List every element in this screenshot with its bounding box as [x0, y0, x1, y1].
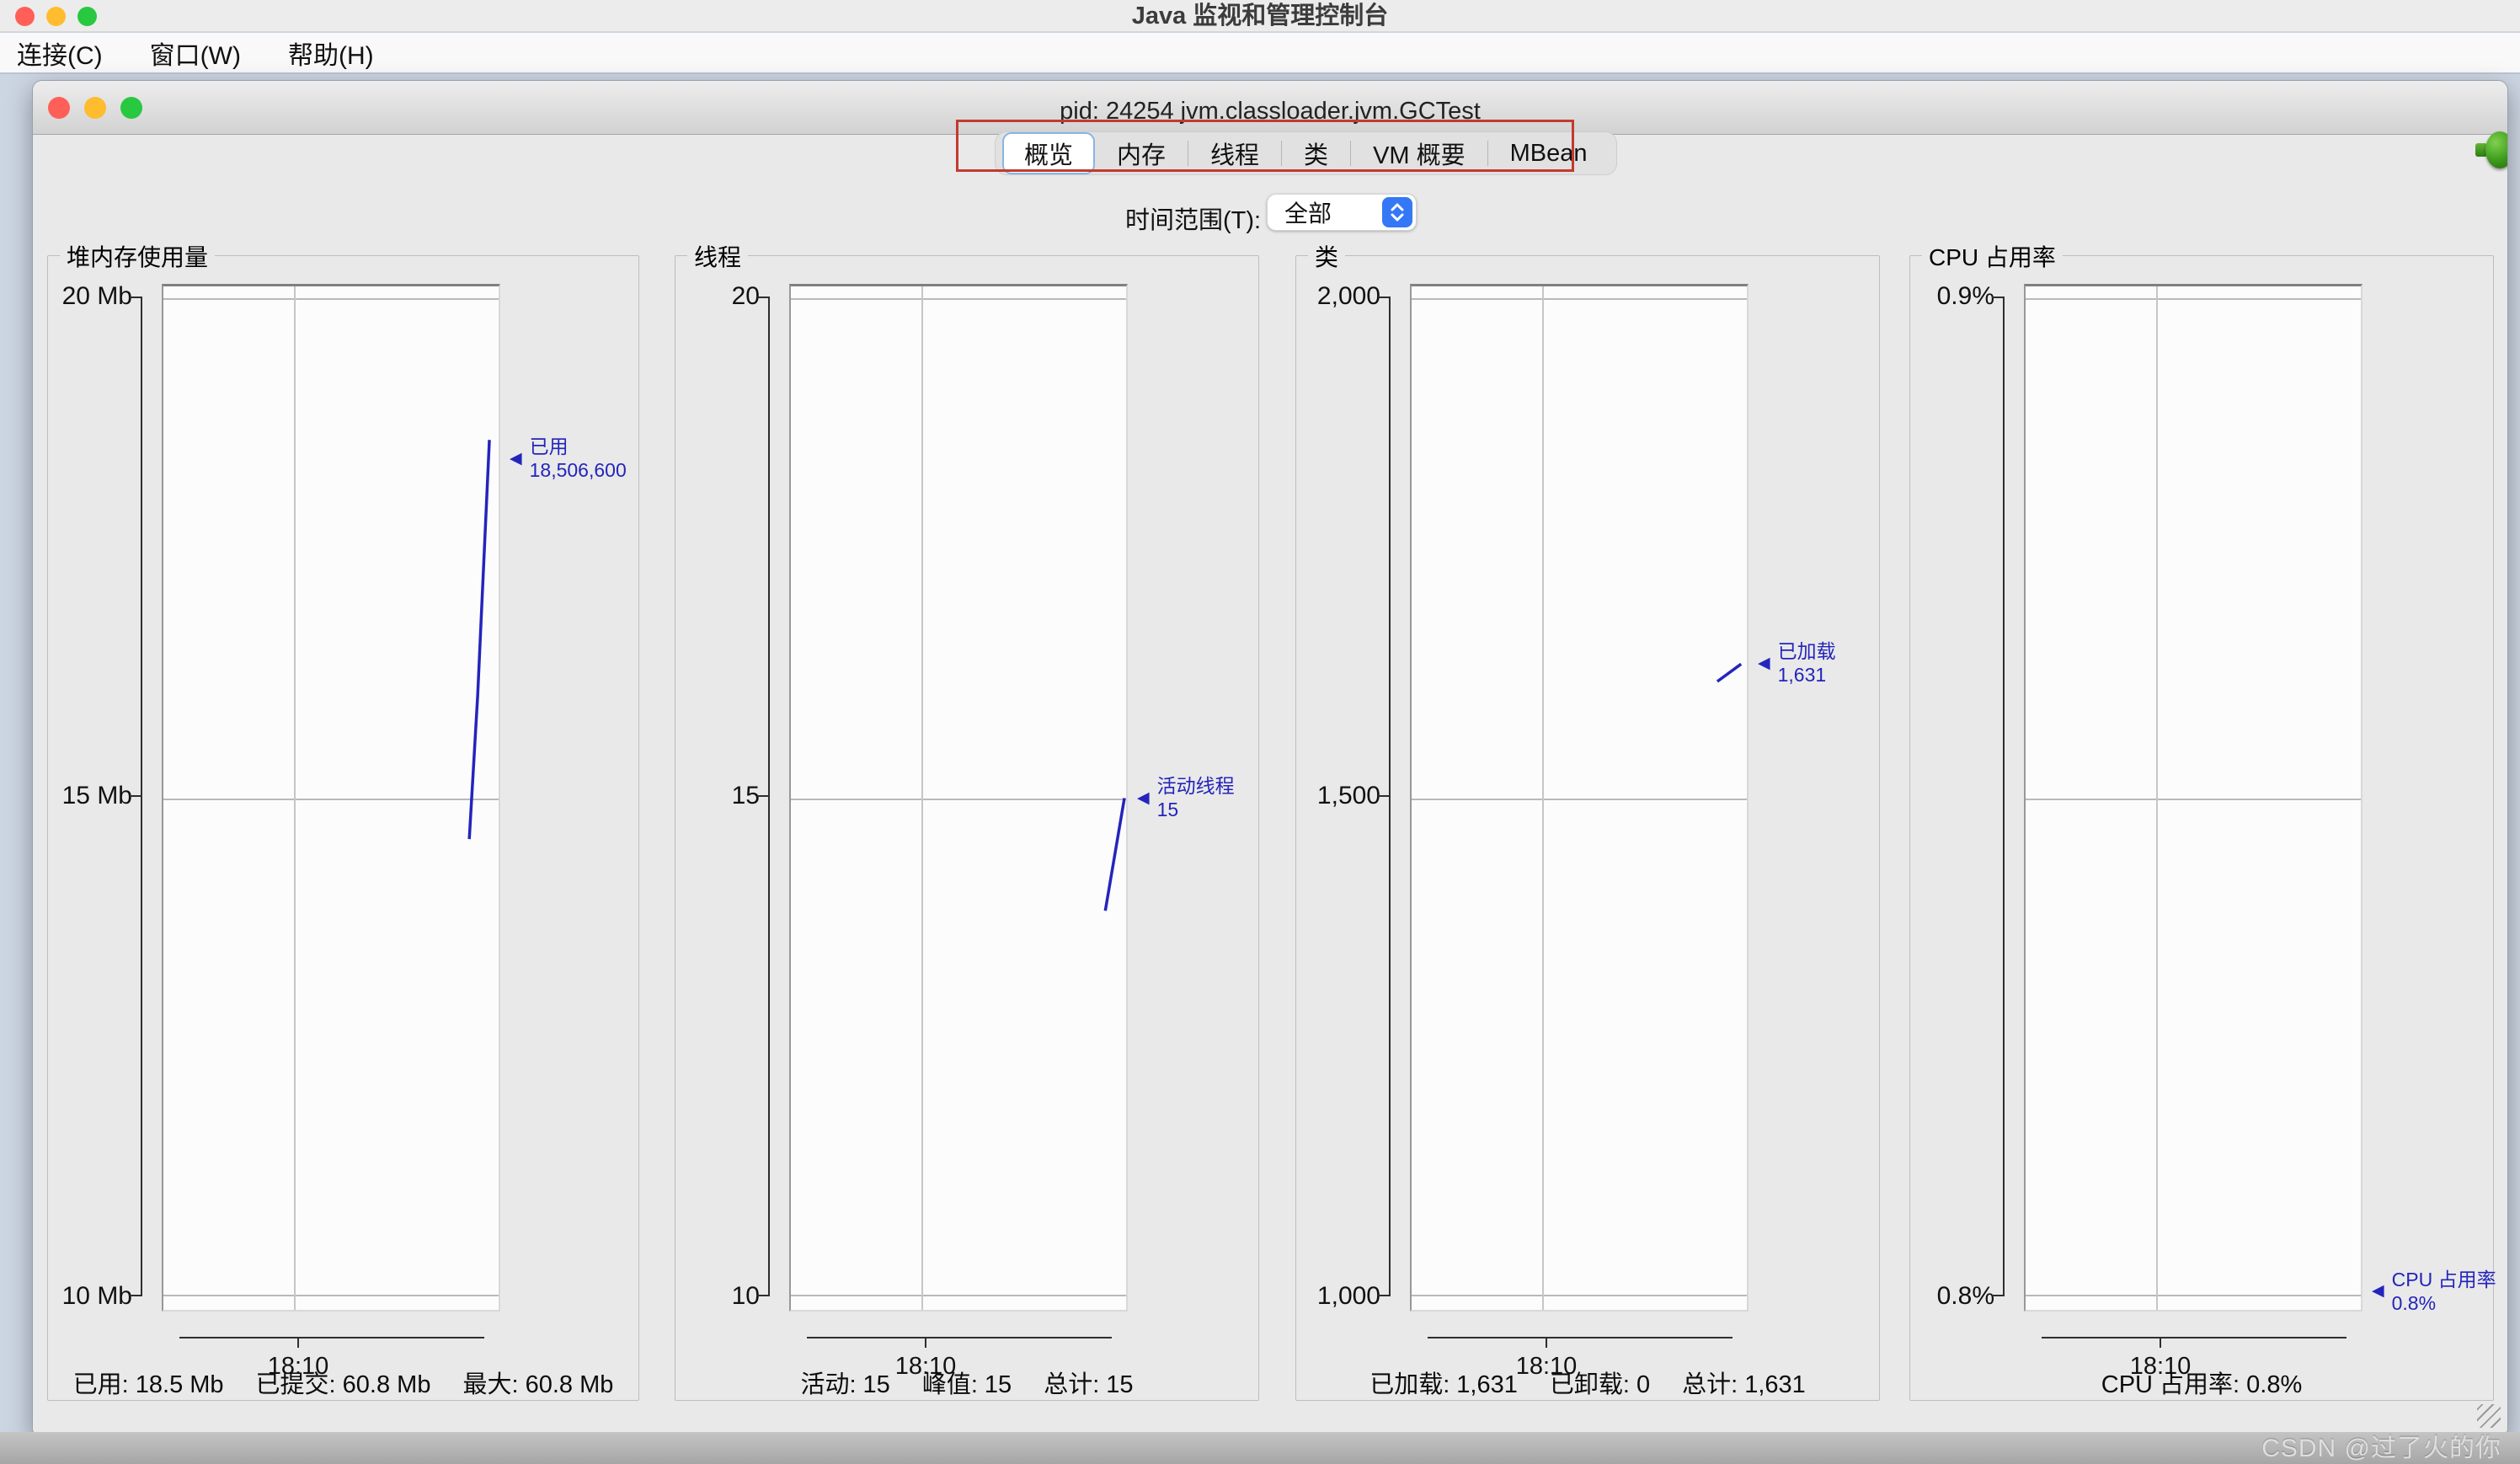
y-tick-label: 15 [731, 782, 760, 809]
y-axis [141, 297, 142, 1296]
series-line [791, 286, 1126, 1310]
menubar: 连接(C) 窗口(W) 帮助(H) [0, 33, 2520, 74]
time-range-value: 全部 [1284, 200, 1332, 227]
tab-vm-summary[interactable]: VM 概要 [1373, 142, 1466, 169]
close-button[interactable] [15, 7, 35, 26]
x-axis [179, 1337, 484, 1338]
series-annotation: ◀ 活动线程 15 [1137, 775, 1235, 820]
y-axis [2003, 297, 2005, 1296]
menu-connection[interactable]: 连接(C) [17, 41, 103, 70]
chart-plot-area [2024, 284, 2362, 1312]
window-minimize-button[interactable] [84, 97, 106, 119]
os-titlebar: Java 监视和管理控制台 [0, 0, 2520, 32]
y-tick-label: 10 Mb [61, 1282, 132, 1310]
y-tick-label: 10 [731, 1282, 760, 1310]
jconsole-window: pid: 24254 jvm.classloader.jvm.GCTest 概览… [32, 80, 2508, 1434]
tab-mbean[interactable]: MBean [1509, 139, 1588, 167]
window-close-button[interactable] [48, 97, 70, 119]
panel-title: 线程 [687, 239, 749, 273]
y-tick-label: 15 Mb [61, 782, 132, 809]
chart-plot-area [162, 284, 500, 1312]
cpu-panel: CPU 占用率 0.9% 0.8% ◀ CPU 占用率 0.8% 18:10 CP… [1909, 239, 2496, 1401]
x-axis [2042, 1337, 2346, 1338]
panel-title: 类 [1308, 239, 1346, 273]
left-triangle-icon: ◀ [510, 449, 522, 468]
x-tick-label: 18:10 [1515, 1353, 1578, 1380]
y-tick-label: 0.8% [1936, 1282, 1994, 1310]
chart-plot-area [789, 284, 1128, 1312]
resize-grip[interactable] [2477, 1404, 2501, 1428]
annotation-highlight-box [956, 120, 1574, 172]
zoom-button[interactable] [77, 7, 97, 26]
panel-status: CPU 占用率: 0.8% [2101, 1371, 2303, 1398]
panel-status: 活动: 15 峰值: 15 总计: 15 [800, 1371, 1134, 1398]
time-range-select[interactable]: 全部 [1267, 194, 1417, 231]
time-range-label: 时间范围(T): [1125, 207, 1262, 234]
y-tick-label: 1,000 [1316, 1282, 1380, 1310]
tab-separator [1281, 141, 1283, 166]
watermark-text: CSDN @过了火的你 [2261, 1435, 2501, 1462]
window-titlebar: pid: 24254 jvm.classloader.jvm.GCTest [33, 81, 2507, 135]
x-axis [1428, 1337, 1732, 1338]
connection-status-icon [2475, 131, 2507, 168]
menu-help[interactable]: 帮助(H) [287, 41, 374, 70]
y-axis [768, 297, 770, 1296]
tab-separator [1487, 141, 1488, 166]
series-line [1412, 286, 1747, 1310]
y-tick-label [1910, 781, 1994, 811]
left-triangle-icon: ◀ [1137, 788, 1150, 807]
x-tick-label: 18:10 [894, 1353, 957, 1380]
tab-bar: 概览 内存 线程 类 VM 概要 MBean [995, 131, 1617, 175]
series-annotation: ◀ 已加载 1,631 [1758, 640, 1836, 687]
series-line [163, 286, 499, 1310]
window-zoom-button[interactable] [120, 97, 142, 119]
y-tick-label: 1,500 [1316, 782, 1380, 809]
panel-status: 已加载: 1,631 已卸载: 0 总计: 1,631 [1369, 1371, 1806, 1398]
panel-status: 已用: 18.5 Mb 已提交: 60.8 Mb 最大: 60.8 Mb [72, 1371, 614, 1398]
tab-separator [1350, 141, 1352, 166]
tab-threads[interactable]: 线程 [1210, 142, 1260, 169]
panel-title: 堆内存使用量 [60, 239, 216, 273]
x-tick-label: 18:10 [2129, 1353, 2192, 1380]
threads-panel: 线程 20 15 10 ◀ 活动线程 15 18:10 活动: 15 峰值: 15… [675, 239, 1259, 1401]
y-tick-label: 20 [731, 282, 760, 310]
minimize-button[interactable] [46, 7, 66, 26]
chart-plot-area [1410, 284, 1749, 1312]
chevron-up-down-icon [1382, 197, 1412, 227]
series-annotation: ◀ CPU 占用率 0.8% [2372, 1268, 2496, 1314]
y-tick-label: 20 Mb [61, 282, 132, 310]
left-triangle-icon: ◀ [1758, 654, 1770, 672]
tab-classes[interactable]: 类 [1304, 142, 1329, 169]
watermark-strip: CSDN @过了火的你 [0, 1432, 2520, 1464]
heap-memory-panel: 堆内存使用量 20 Mb 15 Mb 10 Mb ◀ 已用 18,506,600 … [47, 239, 639, 1401]
panel-title: CPU 占用率 [1922, 239, 2063, 273]
tab-overview[interactable]: 概览 [1002, 132, 1096, 174]
series-line [2026, 286, 2361, 1310]
y-axis [1389, 297, 1391, 1296]
menu-window[interactable]: 窗口(W) [149, 41, 241, 70]
classes-panel: 类 2,000 1,500 1,000 ◀ 已加载 1,631 18:10 已加载… [1295, 239, 1880, 1401]
series-annotation: ◀ 已用 18,506,600 [510, 435, 627, 482]
x-tick-label: 18:10 [267, 1353, 329, 1380]
tab-memory[interactable]: 内存 [1117, 142, 1167, 169]
app-title: Java 监视和管理控制台 [1131, 3, 1389, 29]
y-tick-label: 0.9% [1936, 282, 1994, 310]
left-triangle-icon: ◀ [2372, 1282, 2384, 1301]
x-axis [807, 1337, 1112, 1338]
y-tick-label: 2,000 [1316, 282, 1380, 310]
